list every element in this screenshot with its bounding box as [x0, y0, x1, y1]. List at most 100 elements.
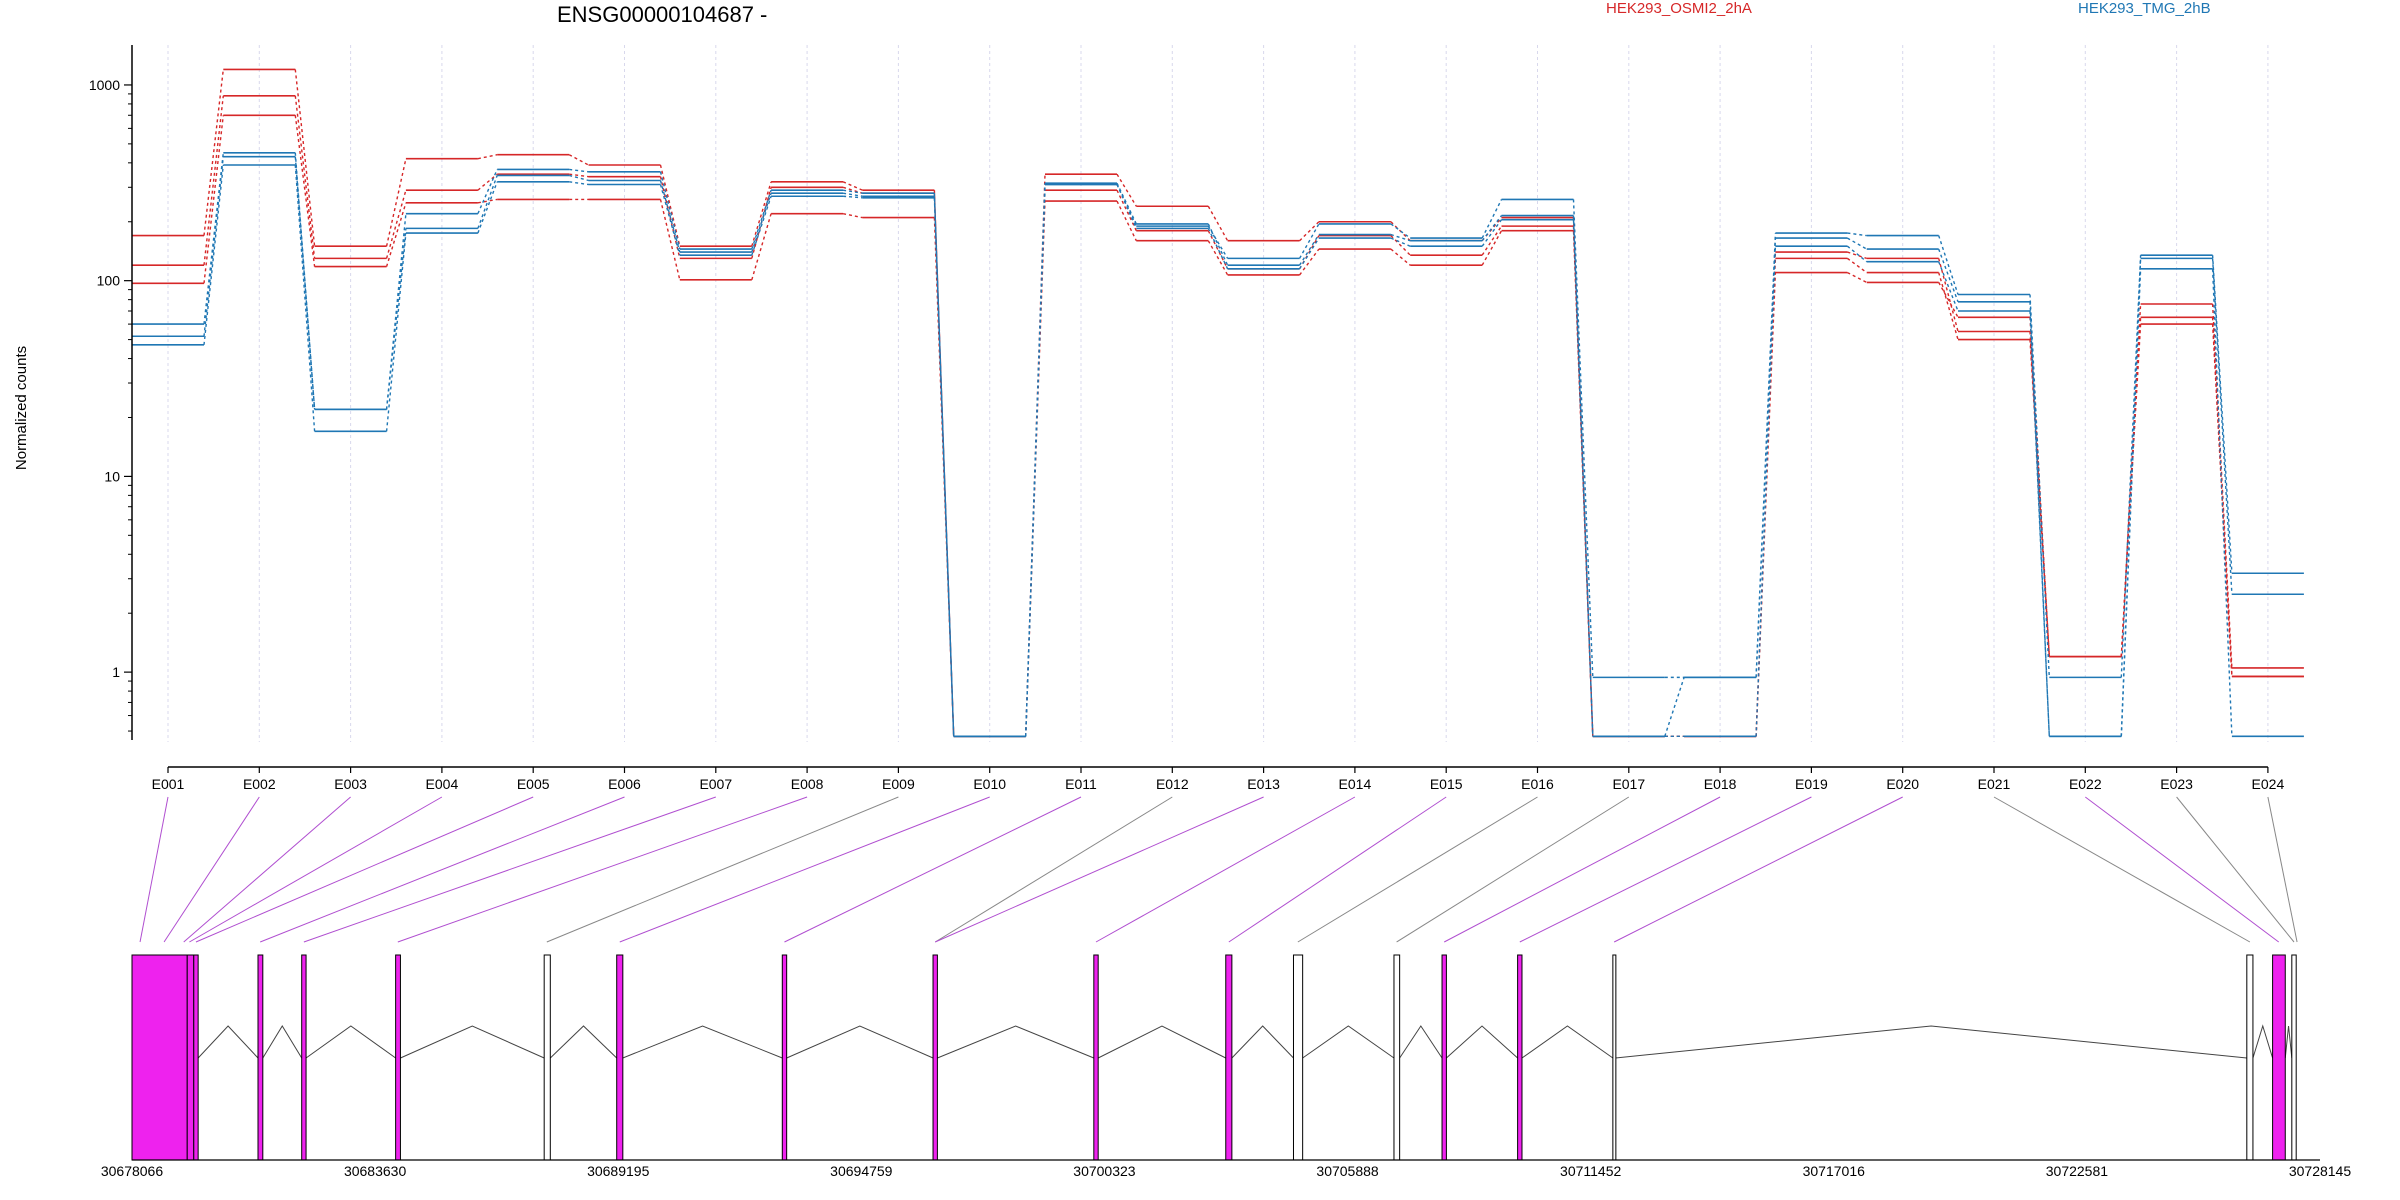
exon-block [1225, 954, 1233, 1161]
series-connector [1481, 215, 1503, 242]
series-connector [1299, 221, 1320, 242]
series-connector [1664, 677, 1685, 737]
intron-connector [262, 1025, 303, 1059]
series-2 [132, 95, 2304, 738]
intron-connector [549, 1025, 618, 1059]
x-tick-label: E004 [426, 776, 459, 792]
series-connector [2120, 258, 2142, 737]
series-connector [477, 154, 498, 160]
series-connector [1938, 272, 1959, 340]
x-tick-label: E019 [1795, 776, 1828, 792]
series-connector [569, 173, 589, 178]
series-connector [203, 115, 224, 284]
series-connector [477, 175, 498, 229]
series-connector [2120, 324, 2142, 657]
intron-connector [1446, 1025, 1518, 1059]
exon-link-e014 [1095, 796, 1356, 943]
series-connector [1116, 189, 1137, 232]
exon-link-e016 [1297, 796, 1538, 943]
x-tick-label: E020 [1886, 776, 1919, 792]
intron-connector [622, 1025, 783, 1059]
series-connector [1481, 230, 1503, 266]
series-connector [659, 171, 681, 250]
series-connector [203, 156, 224, 337]
x-tick-label: E015 [1430, 776, 1463, 792]
series-connector [1207, 230, 1229, 270]
exon-links [139, 796, 2298, 943]
genomic-tick-label: 30717016 [1803, 1163, 1866, 1179]
series-connector [294, 95, 316, 259]
exon-link-e012 [934, 796, 1173, 943]
intron-connector [1231, 1025, 1294, 1059]
exon-block [1517, 954, 1523, 1161]
series-connector [1116, 200, 1137, 242]
exon-link-e009 [546, 796, 899, 943]
y-tick-label: 100 [97, 273, 121, 289]
intron-connector [1097, 1025, 1226, 1059]
exon-block [543, 954, 551, 1161]
series-connector [2211, 258, 2233, 595]
series-lines [132, 68, 2304, 738]
series-connector [385, 228, 407, 410]
series-connector [294, 156, 316, 410]
series-connector [659, 180, 681, 253]
exon-link-e003 [183, 796, 351, 943]
exon-link-e006 [260, 796, 625, 943]
series-connector [385, 202, 407, 267]
y-tick-label: 10 [104, 468, 120, 484]
x-tick-label: E018 [1704, 776, 1737, 792]
genomic-tick-label: 30683630 [344, 1163, 407, 1179]
series-1 [132, 68, 2304, 738]
x-tick-label: E005 [517, 776, 550, 792]
series-connector [1207, 228, 1229, 270]
exon-link-e010 [619, 796, 990, 943]
series-connector [2211, 255, 2233, 574]
series-connector [1025, 184, 1046, 737]
series-connector [568, 154, 589, 166]
x-tick-label: E001 [152, 776, 185, 792]
chart-title: ENSG00000104687 - [557, 2, 767, 27]
series-connector [1847, 271, 1868, 284]
series-connector [1572, 219, 1594, 737]
genomic-tick-label: 30689195 [587, 1163, 650, 1179]
exon-link-e007 [303, 796, 716, 943]
gridlines [167, 45, 2269, 742]
series-connector [1755, 246, 1777, 737]
exon-block [1292, 954, 1304, 1161]
series-connector [1299, 234, 1320, 266]
series-connector [477, 169, 498, 214]
x-tick-label: E014 [1339, 776, 1372, 792]
series-connector [1390, 248, 1411, 266]
exon-link-e008 [397, 796, 808, 943]
series-connector [1755, 238, 1777, 678]
series-connector [1755, 258, 1777, 737]
genomic-tick-label: 30711452 [1560, 1163, 1621, 1179]
intron-connector [400, 1025, 545, 1059]
y-axis-label: Normalized counts [13, 346, 30, 470]
intron-connector [937, 1025, 1095, 1059]
series-6 [132, 164, 2304, 738]
series-connector [2120, 268, 2142, 737]
exon-block [1612, 954, 1617, 1161]
series-connector [294, 115, 316, 267]
exon-block [131, 954, 188, 1161]
series-connector [659, 164, 681, 247]
series-connector [1298, 223, 1320, 259]
gene-model [131, 954, 2297, 1161]
series-connector [659, 176, 681, 259]
x-tick-label: E002 [243, 776, 276, 792]
exon-block [616, 954, 624, 1161]
series-connector [1116, 173, 1137, 207]
x-tick-label: E006 [608, 776, 641, 792]
x-tick-label: E007 [699, 776, 732, 792]
y-tick-label: 1 [112, 664, 120, 680]
series-connector [569, 181, 589, 186]
intron-connector [1302, 1025, 1395, 1059]
series-connector [2211, 268, 2233, 737]
y-axis: 1 10 100 1000 [89, 45, 133, 740]
intron-connector [1615, 1025, 2247, 1059]
exon-link-e021 [1993, 796, 2251, 943]
genomic-tick-label: 30705888 [1316, 1163, 1379, 1179]
series-connector [842, 181, 863, 191]
series-connector [1390, 235, 1411, 256]
